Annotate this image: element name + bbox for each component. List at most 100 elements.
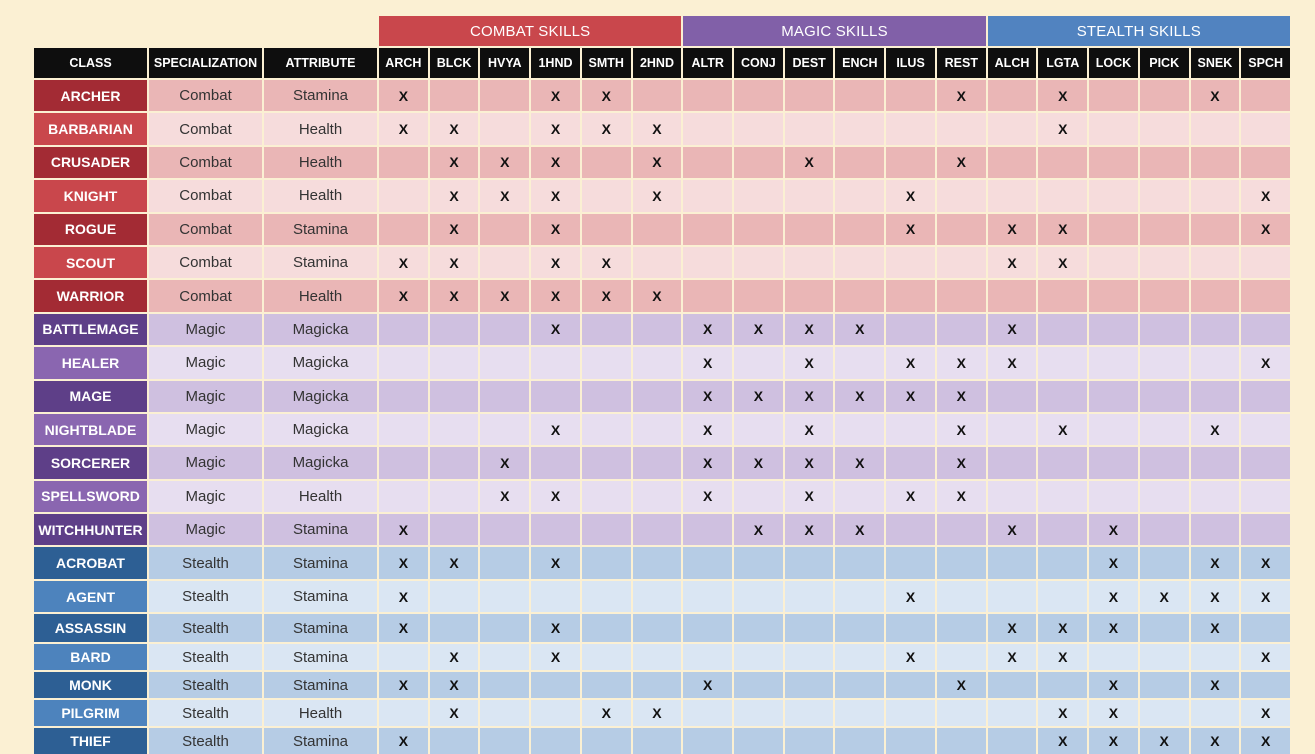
- skill-cell-mage-lock: [1089, 380, 1138, 412]
- skill-cell-knight-rest: [936, 180, 986, 212]
- skill-cell-healer-1hnd: [531, 347, 580, 379]
- skill-cell-healer-2hnd: [632, 347, 682, 379]
- class-name-witchhunter: WITCHHUNTER: [34, 514, 147, 546]
- skill-mark-spellsword-1hnd: X: [531, 480, 580, 513]
- column-header-2hnd: 2HND: [632, 48, 682, 78]
- column-header-blck: BLCK: [429, 48, 479, 78]
- skill-cell-monk-2hnd: [632, 672, 682, 699]
- skill-cell-monk-pick: [1139, 672, 1189, 699]
- skill-mark-barbarian-lgta: X: [1038, 113, 1088, 145]
- skill-cell-crusader-arch: [379, 146, 428, 179]
- class-name-monk: MONK: [34, 672, 147, 699]
- skill-mark-mage-conj: X: [734, 380, 783, 412]
- skill-cell-assassin-dest: [784, 614, 834, 643]
- skill-mark-battlemage-altr: X: [683, 313, 733, 346]
- skill-mark-nightblade-lgta: X: [1038, 413, 1088, 446]
- skill-cell-nightblade-blck: [429, 413, 479, 446]
- skill-cell-monk-ench: [835, 672, 885, 699]
- skill-mark-crusader-dest: X: [784, 146, 834, 179]
- skill-cell-warrior-ench: [835, 280, 885, 312]
- skill-cell-pilgrim-pick: [1139, 700, 1189, 727]
- skill-cell-scout-ilus: [886, 246, 935, 279]
- skill-mark-scout-lgta: X: [1038, 246, 1088, 279]
- specialization-battlemage: Magic: [149, 313, 262, 346]
- skill-cell-pilgrim-arch: [379, 700, 428, 727]
- attribute-rogue: Stamina: [264, 213, 377, 245]
- skill-cell-warrior-rest: [936, 280, 986, 312]
- skill-cell-crusader-lock: [1089, 146, 1138, 179]
- skill-cell-scout-spch: [1241, 246, 1290, 279]
- class-name-mage: MAGE: [34, 380, 147, 412]
- skill-mark-scout-smth: X: [581, 246, 631, 279]
- skill-cell-acrobat-ench: [835, 547, 885, 579]
- skill-cell-spellsword-blck: [429, 480, 479, 513]
- skill-cell-crusader-ench: [835, 146, 885, 179]
- skill-cell-agent-blck: [429, 580, 479, 613]
- skill-cell-witchhunter-ilus: [886, 514, 935, 546]
- skill-cell-sorcerer-2hnd: [632, 447, 682, 479]
- skill-cell-acrobat-dest: [784, 547, 834, 579]
- column-header-dest: DEST: [784, 48, 834, 78]
- skill-mark-barbarian-smth: X: [581, 113, 631, 145]
- skill-mark-scout-arch: X: [379, 246, 428, 279]
- skill-cell-warrior-altr: [683, 280, 733, 312]
- group-header-magic: MAGIC SKILLS: [683, 16, 986, 46]
- attribute-assassin: Stamina: [264, 614, 377, 643]
- class-name-pilgrim: PILGRIM: [34, 700, 147, 727]
- skill-mark-battlemage-dest: X: [784, 313, 834, 346]
- specialization-warrior: Combat: [149, 280, 262, 312]
- skill-cell-bard-snek: [1190, 644, 1240, 671]
- skill-cell-assassin-smth: [581, 614, 631, 643]
- skill-mark-crusader-hvya: X: [480, 146, 530, 179]
- skill-mark-agent-pick: X: [1139, 580, 1189, 613]
- skill-cell-witchhunter-1hnd: [531, 514, 580, 546]
- skill-mark-thief-lgta: X: [1038, 728, 1088, 754]
- skill-mark-warrior-hvya: X: [480, 280, 530, 312]
- class-name-spellsword: SPELLSWORD: [34, 480, 147, 513]
- skill-mark-knight-hvya: X: [480, 180, 530, 212]
- skill-cell-witchhunter-spch: [1241, 514, 1290, 546]
- class-name-barbarian: BARBARIAN: [34, 113, 147, 145]
- skill-cell-knight-altr: [683, 180, 733, 212]
- column-header-snek: SNEK: [1190, 48, 1240, 78]
- skill-cell-rogue-pick: [1139, 213, 1189, 245]
- skill-cell-knight-alch: [987, 180, 1037, 212]
- skill-cell-acrobat-lgta: [1038, 547, 1088, 579]
- skill-mark-battlemage-conj: X: [734, 313, 783, 346]
- skill-cell-rogue-conj: [734, 213, 783, 245]
- class-name-acrobat: ACROBAT: [34, 547, 147, 579]
- skill-cell-bard-smth: [581, 644, 631, 671]
- skill-mark-mage-ench: X: [835, 380, 885, 412]
- skill-mark-mage-rest: X: [936, 380, 986, 412]
- skill-cell-agent-2hnd: [632, 580, 682, 613]
- skill-mark-warrior-1hnd: X: [531, 280, 580, 312]
- skill-cell-archer-dest: [784, 80, 834, 112]
- class-name-agent: AGENT: [34, 580, 147, 613]
- skill-cell-spellsword-pick: [1139, 480, 1189, 513]
- skill-cell-healer-lock: [1089, 347, 1138, 379]
- skill-mark-witchhunter-lock: X: [1089, 514, 1138, 546]
- skill-cell-rogue-2hnd: [632, 213, 682, 245]
- attribute-scout: Stamina: [264, 246, 377, 279]
- specialization-knight: Combat: [149, 180, 262, 212]
- skill-cell-archer-lock: [1089, 80, 1138, 112]
- skill-mark-assassin-snek: X: [1190, 614, 1240, 643]
- skill-mark-pilgrim-spch: X: [1241, 700, 1290, 727]
- class-name-healer: HEALER: [34, 347, 147, 379]
- skill-mark-barbarian-arch: X: [379, 113, 428, 145]
- skill-mark-rogue-ilus: X: [886, 213, 935, 245]
- skill-cell-thief-smth: [581, 728, 631, 754]
- skill-mark-bard-lgta: X: [1038, 644, 1088, 671]
- skill-cell-scout-lock: [1089, 246, 1138, 279]
- skill-cell-rogue-ench: [835, 213, 885, 245]
- skill-cell-pilgrim-dest: [784, 700, 834, 727]
- attribute-healer: Magicka: [264, 347, 377, 379]
- skill-cell-crusader-conj: [734, 146, 783, 179]
- skill-cell-thief-2hnd: [632, 728, 682, 754]
- skill-cell-barbarian-lock: [1089, 113, 1138, 145]
- skill-cell-agent-dest: [784, 580, 834, 613]
- skill-cell-archer-hvya: [480, 80, 530, 112]
- skill-cell-healer-smth: [581, 347, 631, 379]
- skill-cell-crusader-lgta: [1038, 146, 1088, 179]
- skill-cell-pilgrim-1hnd: [531, 700, 580, 727]
